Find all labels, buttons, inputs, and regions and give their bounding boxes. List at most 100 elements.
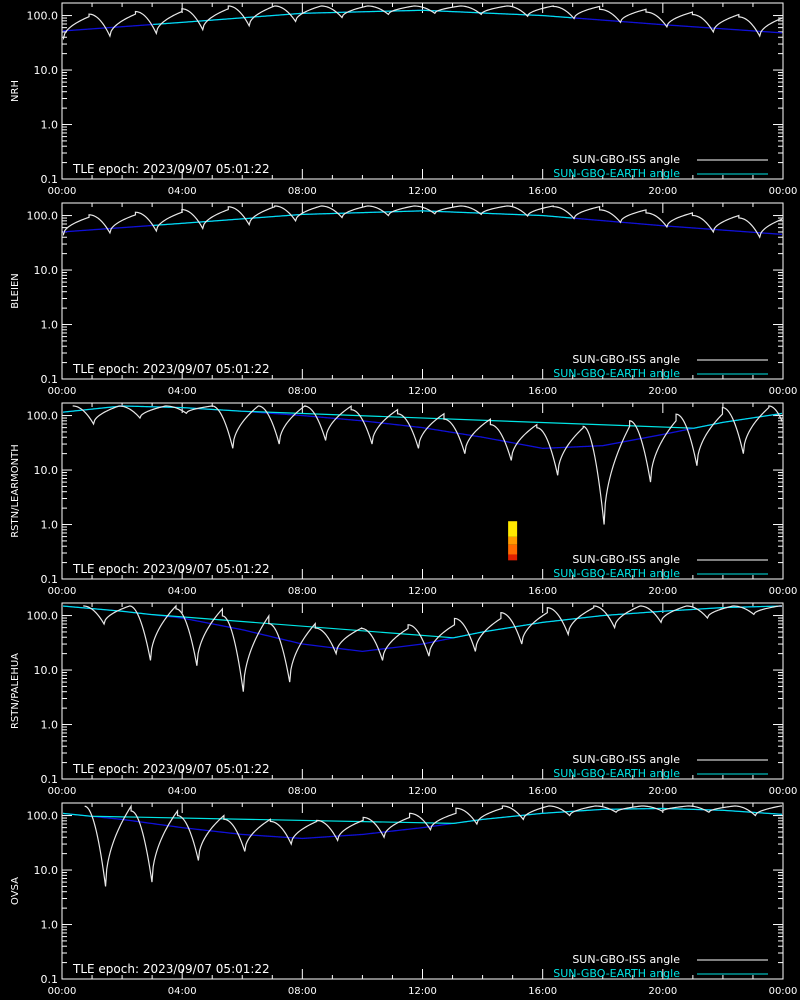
x-tick-label: 00:00 [769,986,798,997]
y-tick-label: 10.0 [34,664,59,677]
earth-angle-line [153,9,572,26]
panel-1: 0.1 1.0 10.0 100.0 00:00 04:00 08:00 12:00 16:00… [10,202,798,397]
legend-label: SUN-GBO-EARTH angle [553,567,680,580]
panel-2: 0.1 1.0 10.0 100.0 00:00 04:00 08:00 12:00 16:00… [10,402,798,597]
flare-marker [508,544,518,555]
legend-label: SUN-GBO-EARTH angle [553,167,680,180]
x-tick-label: 20:00 [648,986,677,997]
x-tick-label: 12:00 [408,586,437,597]
iss-angle-line [63,5,782,41]
tle-epoch-label: TLE epoch: 2023/09/07 05:01:22 [72,162,270,176]
x-tick-label: 00:00 [769,186,798,197]
x-tick-label: 00:00 [48,386,77,397]
x-tick-label: 04:00 [168,386,197,397]
flare-marker [508,536,518,545]
iss-angle-line [83,604,782,692]
earth-angle-line-dark [63,9,782,34]
x-tick-label: 16:00 [528,586,557,597]
x-tick-label: 08:00 [288,186,317,197]
y-axis-label: RSTN/PALEHUA [10,653,21,729]
x-tick-label: 04:00 [168,986,197,997]
earth-angle-line [63,807,782,824]
legend-label: SUN-GBO-ISS angle [572,353,680,366]
x-tick-label: 04:00 [168,186,197,197]
y-axis-label: RSTN/LEARMONTH [10,444,21,538]
y-tick-label: 10.0 [34,264,59,277]
tle-epoch-label: TLE epoch: 2023/09/07 05:01:22 [72,562,270,576]
legend-label: SUN-GBO-EARTH angle [553,967,680,980]
x-tick-label: 00:00 [48,586,77,597]
iss-angle-line [84,804,782,887]
iss-angle-line [63,205,782,239]
flare-marker [508,521,518,537]
legend-label: SUN-GBO-ISS angle [572,553,680,566]
earth-angle-line-dark [63,210,782,236]
y-axis-label: OVSA [10,877,21,905]
x-tick-label: 08:00 [288,786,317,797]
y-tick-label: 100.0 [27,410,59,423]
x-tick-label: 12:00 [408,386,437,397]
y-tick-label: 1.0 [41,519,59,532]
tle-epoch-label: TLE epoch: 2023/09/07 05:01:22 [72,762,270,776]
x-tick-label: 20:00 [648,786,677,797]
x-tick-label: 12:00 [408,986,437,997]
x-tick-label: 00:00 [48,786,77,797]
x-tick-label: 00:00 [769,586,798,597]
x-tick-label: 08:00 [288,586,317,597]
y-tick-label: 1.0 [41,119,59,132]
x-tick-label: 20:00 [648,586,677,597]
earth-angle-line [153,210,572,227]
y-tick-label: 10.0 [34,864,59,877]
earth-angle-line [63,605,782,639]
y-axis-label: NRH [10,80,21,102]
x-tick-label: 20:00 [648,386,677,397]
legend-label: SUN-GBO-EARTH angle [553,767,680,780]
y-tick-label: 100.0 [27,10,59,23]
y-tick-label: 100.0 [27,810,59,823]
y-tick-label: 10.0 [34,464,59,477]
tle-epoch-label: TLE epoch: 2023/09/07 05:01:22 [72,962,270,976]
legend-label: SUN-GBO-ISS angle [572,753,680,766]
y-tick-label: 100.0 [27,210,59,223]
legend-label: SUN-GBO-ISS angle [572,953,680,966]
x-tick-label: 00:00 [48,186,77,197]
x-tick-label: 08:00 [288,386,317,397]
y-tick-label: 0.1 [41,973,59,986]
flare-marker [508,554,518,561]
y-tick-label: 1.0 [41,319,59,332]
x-tick-label: 12:00 [408,186,437,197]
y-tick-label: 1.0 [41,719,59,732]
x-tick-label: 16:00 [528,386,557,397]
x-tick-label: 00:00 [769,386,798,397]
y-tick-label: 0.1 [41,173,59,186]
iss-angle-line [72,404,782,525]
x-tick-label: 04:00 [168,786,197,797]
x-tick-label: 20:00 [648,186,677,197]
x-tick-label: 16:00 [528,186,557,197]
y-tick-label: 1.0 [41,919,59,932]
x-tick-label: 00:00 [48,986,77,997]
legend-label: SUN-GBO-EARTH angle [553,367,680,380]
y-tick-label: 0.1 [41,373,59,386]
y-tick-label: 100.0 [27,610,59,623]
y-tick-label: 0.1 [41,773,59,786]
x-tick-label: 16:00 [528,986,557,997]
y-tick-label: 0.1 [41,573,59,586]
x-tick-label: 00:00 [769,786,798,797]
panel-3: 0.1 1.0 10.0 100.0 00:00 04:00 08:00 12:00 16:00… [10,602,798,797]
y-axis-label: BLEIEN [10,273,21,309]
x-tick-label: 08:00 [288,986,317,997]
panel-0: 0.1 1.0 10.0 100.0 00:00 04:00 08:00 12:00 16:00… [10,2,798,197]
panel-4: 0.1 1.0 10.0 100.0 00:00 04:00 08:00 12:00 16:00… [10,802,798,997]
tle-epoch-label: TLE epoch: 2023/09/07 05:01:22 [72,362,270,376]
y-tick-label: 10.0 [34,64,59,77]
x-tick-label: 04:00 [168,586,197,597]
legend-label: SUN-GBO-ISS angle [572,153,680,166]
x-tick-label: 16:00 [528,786,557,797]
